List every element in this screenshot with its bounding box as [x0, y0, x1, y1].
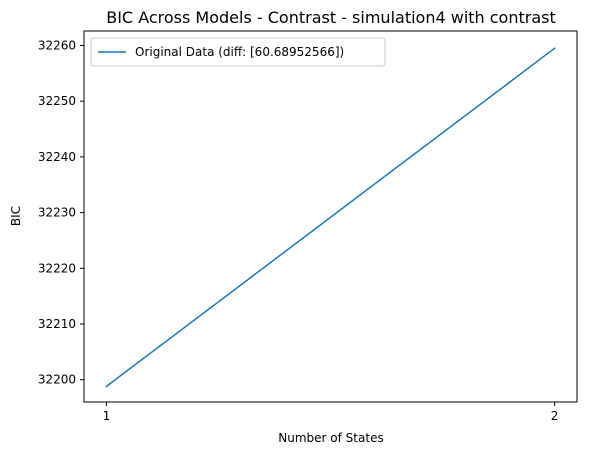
legend-frame [90, 37, 386, 67]
y-tick-label: 32200 [38, 373, 76, 387]
y-tick-label: 32260 [38, 38, 76, 52]
x-tick-label: 1 [103, 409, 111, 423]
legend: Original Data (diff: [60.68952566]) [90, 37, 386, 67]
y-tick-label: 32240 [38, 150, 76, 164]
x-axis-label: Number of States [278, 431, 383, 445]
series-line-0 [105, 47, 556, 388]
y-tick-label: 32210 [38, 317, 76, 331]
chart-title: BIC Across Models - Contrast - simulatio… [106, 8, 556, 27]
y-tick-label: 32250 [38, 94, 76, 108]
series-layer [105, 47, 556, 388]
axes-frame [83, 30, 578, 403]
y-axis-label: BIC [9, 206, 23, 226]
y-axis-ticks: 32200 32210 32220 32230 32240 32250 32260 [38, 38, 84, 387]
x-tick-label: 2 [551, 409, 559, 423]
legend-label: Original Data (diff: [60.68952566]) [135, 45, 344, 59]
y-tick-label: 32220 [38, 261, 76, 275]
y-tick-label: 32230 [38, 206, 76, 220]
